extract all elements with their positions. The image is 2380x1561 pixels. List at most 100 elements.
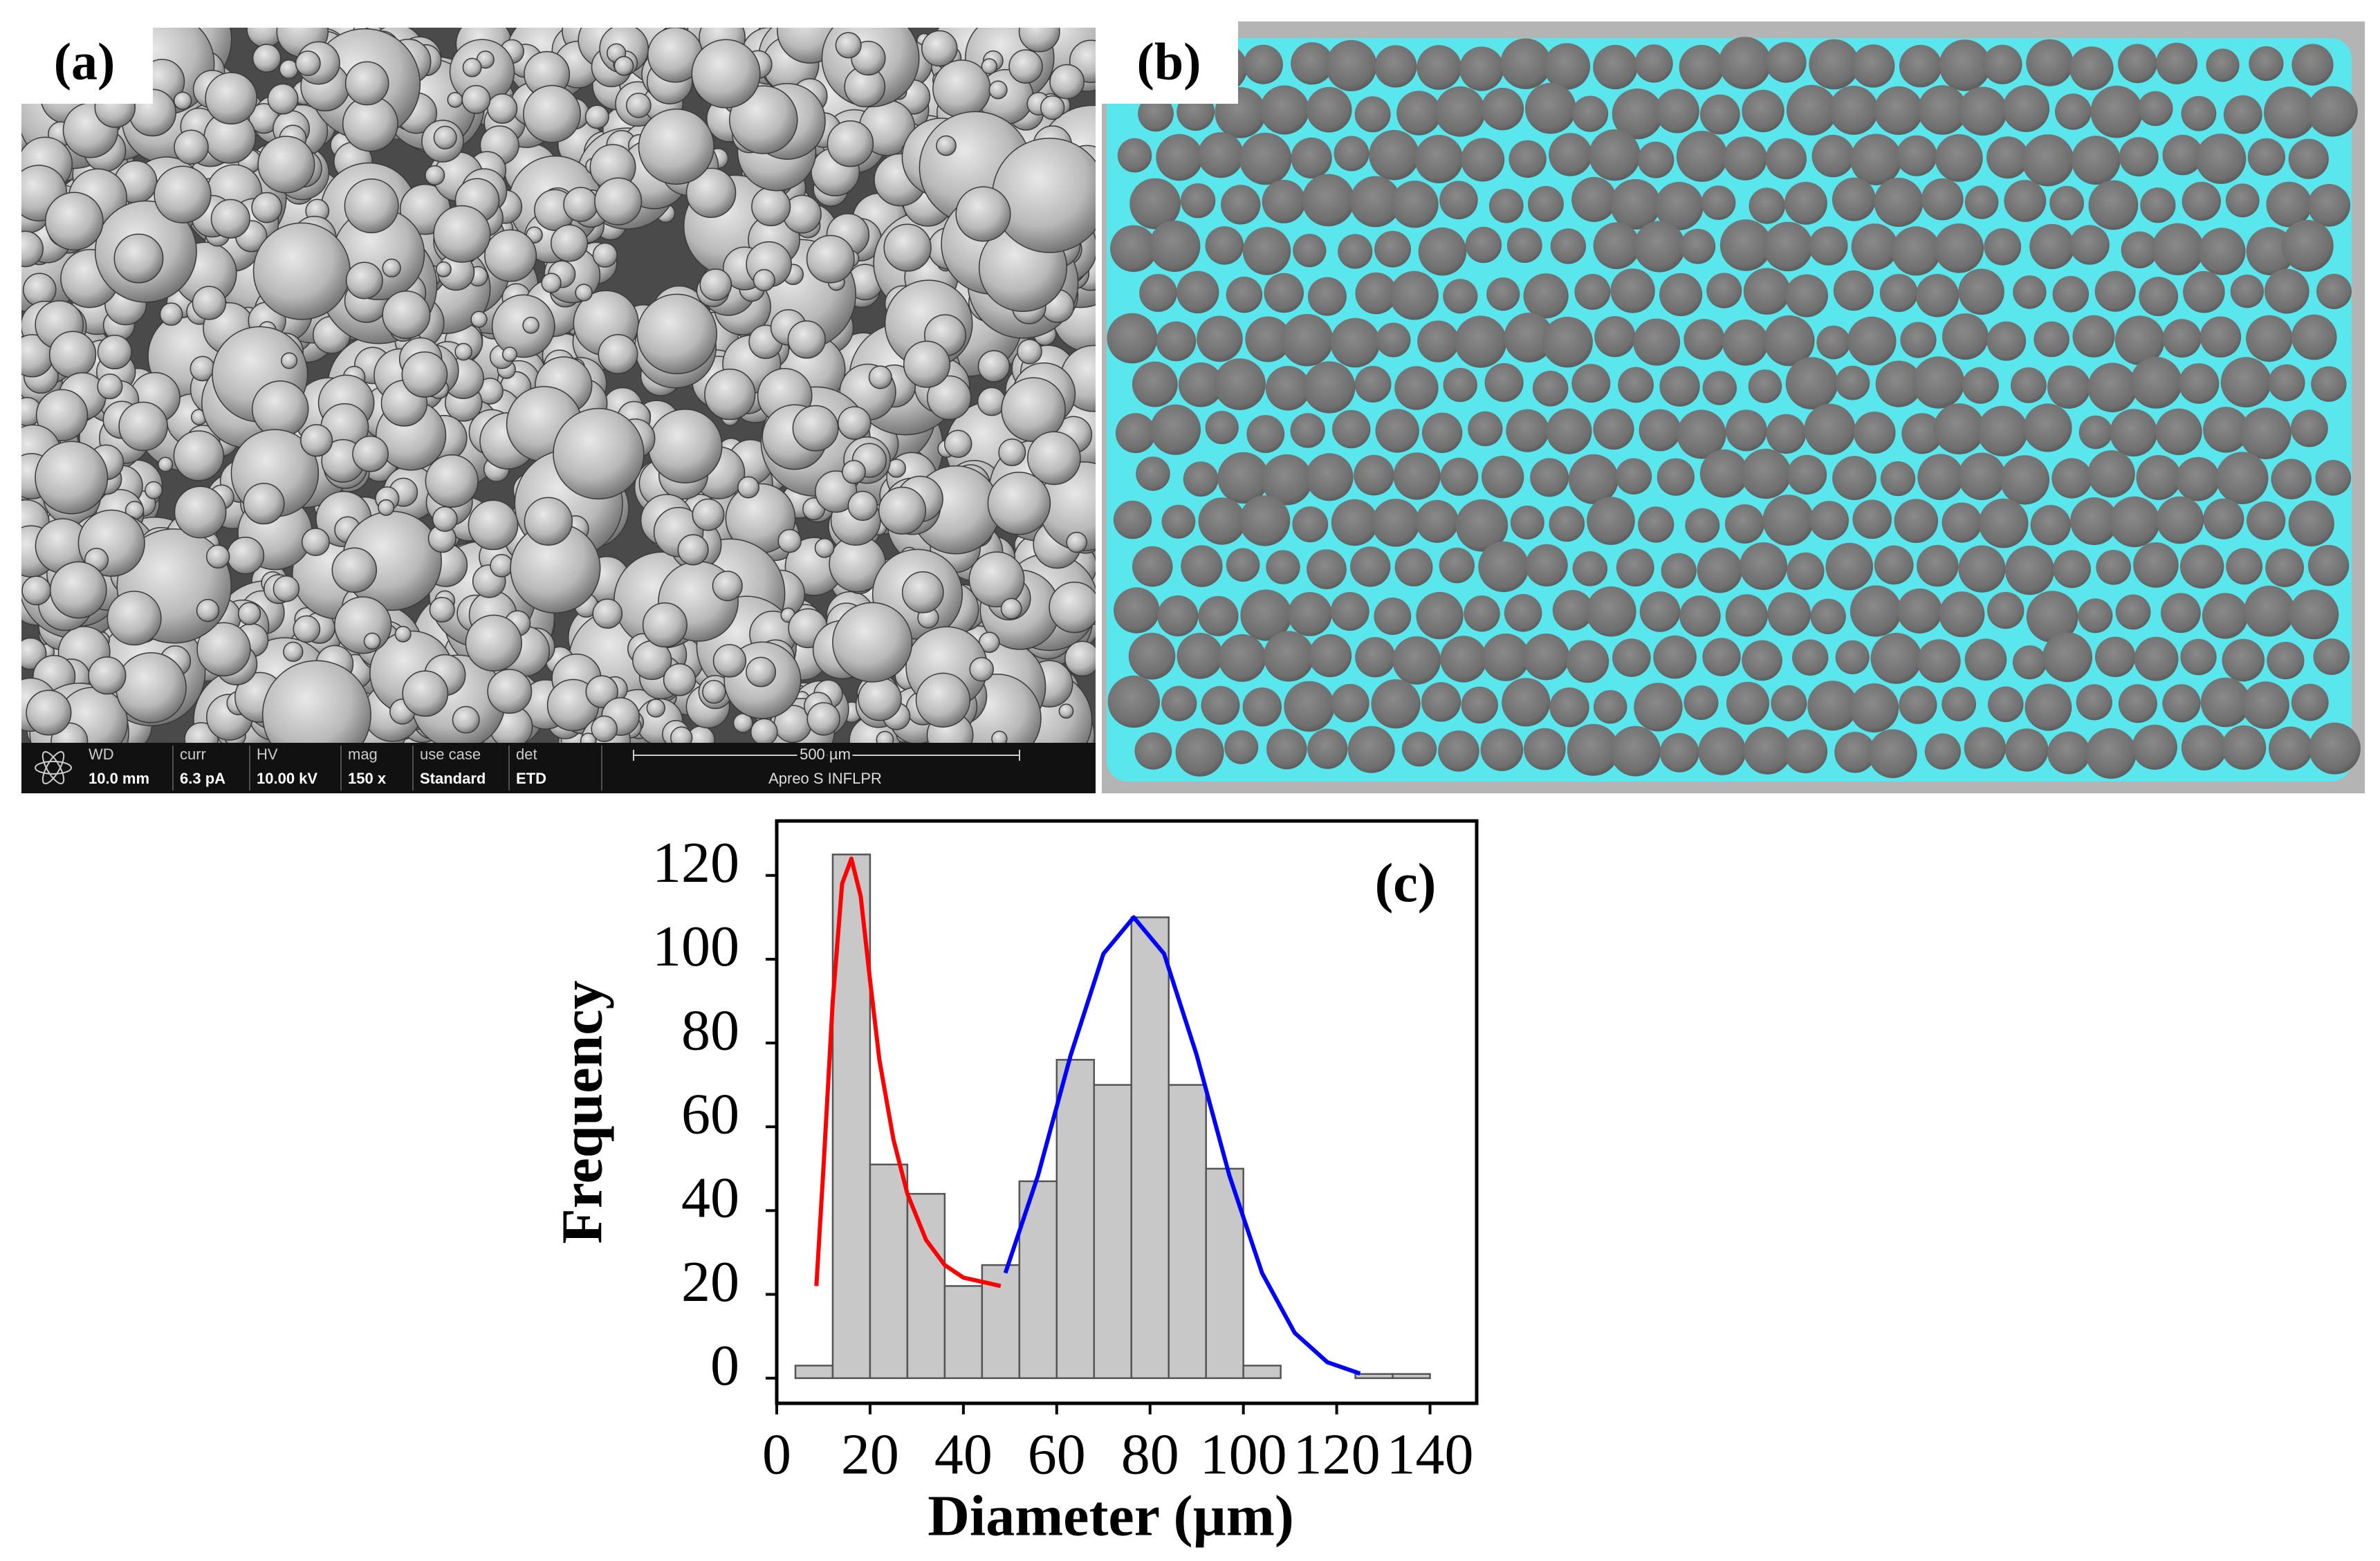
sim-particle <box>1305 453 1354 501</box>
sim-particle <box>1832 456 1876 501</box>
sim-particle <box>1610 726 1661 777</box>
sim-particle <box>1218 634 1266 682</box>
sim-particle <box>1435 86 1486 137</box>
sim-particle <box>2072 315 2115 358</box>
sem-particle <box>174 129 209 165</box>
sim-particle <box>1874 86 1923 136</box>
sim-particle <box>1702 371 1737 405</box>
sim-particle <box>1962 367 1999 404</box>
sim-particle <box>1157 595 1199 637</box>
sim-particle <box>1266 728 1307 770</box>
sim-particle <box>1618 367 1654 403</box>
sim-particle <box>1924 733 1961 770</box>
sem-particle <box>210 198 250 239</box>
sem-particle <box>344 61 389 106</box>
sim-particle <box>1615 458 1652 495</box>
sem-particle <box>663 663 697 696</box>
sim-particle <box>1725 594 1768 637</box>
sim-particle <box>1986 321 2027 361</box>
sim-particle <box>2264 86 2316 139</box>
sim-particle <box>1639 591 1681 632</box>
sim-particle <box>1371 679 1421 729</box>
info-value: ETD <box>516 770 546 787</box>
sim-particle <box>1136 456 1170 491</box>
sim-particles <box>1107 37 2361 779</box>
sim-particle <box>1958 452 2006 501</box>
sim-particle <box>1506 228 1542 263</box>
sim-particle <box>1897 588 1942 634</box>
sim-particle <box>1443 367 1477 403</box>
sem-particle <box>251 380 309 438</box>
sem-particle <box>987 472 1051 535</box>
bar <box>1093 1084 1132 1379</box>
sim-particle <box>1455 499 1509 552</box>
sim-particle <box>2246 315 2293 362</box>
sim-particle <box>1355 637 1396 678</box>
sim-particle <box>1567 723 1619 776</box>
sim-particle <box>1852 44 1895 88</box>
y-tick-label: 0 <box>710 1333 739 1398</box>
sem-particle <box>699 268 732 301</box>
sem-particle <box>553 407 645 500</box>
sim-particle <box>2152 223 2204 275</box>
sim-particle <box>1506 409 1549 452</box>
sim-particle <box>1542 317 1593 368</box>
sim-particle <box>1440 457 1479 496</box>
sim-particle <box>1523 273 1569 319</box>
plot-frame <box>775 819 1479 1405</box>
sim-particle <box>1986 136 2029 179</box>
bar <box>1130 916 1170 1379</box>
sim-particle <box>1958 545 2006 593</box>
sim-particle <box>1307 728 1348 769</box>
sim-particle <box>1941 687 1977 721</box>
sem-particle <box>642 602 688 648</box>
sim-particle <box>2133 542 2179 588</box>
sem-particle <box>746 656 777 687</box>
sim-particle <box>1762 495 1814 546</box>
sim-particle <box>2291 44 2334 86</box>
sim-particle <box>1917 454 1964 500</box>
sem-particle <box>113 233 164 284</box>
sim-particle <box>2203 407 2249 453</box>
sim-particle <box>1110 225 1157 273</box>
sim-particle <box>1589 129 1641 181</box>
sim-particle <box>2022 134 2074 187</box>
sim-particle <box>1240 589 1292 641</box>
sem-particle <box>352 435 389 472</box>
sim-particle <box>1177 270 1219 314</box>
sim-particle <box>1833 270 1874 311</box>
sim-particle <box>2311 366 2347 402</box>
label-box <box>1102 21 1238 104</box>
sim-particle <box>1354 366 1392 403</box>
sem-particle <box>636 293 718 375</box>
sem-particle <box>331 547 378 593</box>
sim-particle <box>1566 640 1609 683</box>
sim-particle <box>2288 500 2334 547</box>
sem-particle <box>594 177 643 225</box>
sim-particle <box>2266 181 2312 228</box>
info-bar <box>21 743 1096 793</box>
sim-particle <box>1659 366 1700 407</box>
sem-particle <box>501 347 517 362</box>
sim-particle <box>1679 595 1721 637</box>
sim-particle <box>2030 505 2071 546</box>
x-tick-label: 60 <box>1028 1422 1086 1486</box>
sem-particle <box>363 632 381 650</box>
sim-particle <box>2026 39 2074 86</box>
sim-particle <box>2202 593 2249 639</box>
simulation-panel: (b) <box>1102 21 2365 793</box>
sem-particle <box>523 84 581 143</box>
sim-particle <box>1440 636 1487 683</box>
sem-particle <box>842 459 866 484</box>
sim-particle <box>1874 178 1924 227</box>
sem-particle <box>301 528 330 557</box>
sim-particle <box>1245 316 1291 362</box>
sem-particle <box>936 135 957 156</box>
sim-particle <box>1527 185 1564 222</box>
sem-particle <box>205 544 230 569</box>
sim-particle <box>1654 181 1704 230</box>
sim-particle <box>1347 726 1395 773</box>
info-header: curr <box>180 746 206 763</box>
sim-particle <box>1571 364 1611 403</box>
